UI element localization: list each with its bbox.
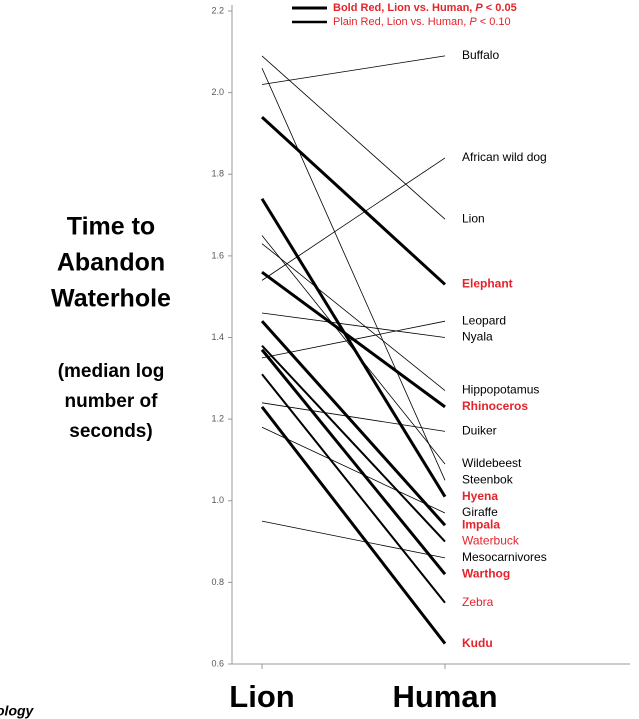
y-tick-label: 0.8 [211, 577, 224, 587]
species-label: Buffalo [462, 48, 499, 62]
y-tick-label: 1.6 [211, 250, 224, 260]
species-label: Duiker [462, 424, 497, 438]
y-tick-label: 0.6 [211, 658, 224, 668]
species-label: Leopard [462, 313, 506, 327]
species-label: Warthog [462, 566, 510, 580]
chart: 0.6 0.8 1.0 1.2 1.4 1.6 1.8 2.0 2.2 Lion Human Time… [0, 0, 639, 719]
x-tick-label: Lion [229, 679, 294, 714]
species-label: Mesocarnivores [462, 550, 547, 564]
legend-text: Plain Red, Lion vs. Human, P < 0.10 [333, 16, 511, 28]
slope-line [262, 158, 445, 280]
y-subtitle: number of [65, 391, 159, 412]
species-label: Elephant [462, 277, 513, 291]
slope-line [262, 199, 445, 497]
y-subtitle: (median log [58, 361, 165, 382]
species-label: Rhinoceros [462, 399, 528, 413]
slope-line [262, 350, 445, 574]
slope-line [262, 272, 445, 407]
species-label: Steenbok [462, 473, 514, 487]
y-title: Abandon [57, 249, 165, 277]
species-label: Lion [462, 211, 485, 225]
legend-text-part: < 0.10 [477, 16, 511, 28]
slope-line [262, 56, 445, 219]
y-tick-label: 1.0 [211, 495, 224, 505]
y-tick-label: 1.8 [211, 169, 224, 179]
y-subtitle: seconds) [69, 421, 152, 442]
source-fragment: ology [0, 703, 35, 719]
species-label: Kudu [462, 636, 493, 650]
slope-line [262, 321, 445, 525]
y-title: Waterhole [51, 285, 171, 313]
species-label: Nyala [462, 330, 493, 344]
slope-line [262, 374, 445, 603]
species-label: Wildebeest [462, 456, 522, 470]
x-tick-label: Human [392, 679, 497, 714]
legend-text-part: < 0.05 [483, 2, 517, 14]
slope-line [262, 68, 445, 480]
species-label: Zebra [462, 595, 494, 609]
y-tick-label: 2.0 [211, 87, 224, 97]
y-title: Time to [67, 213, 155, 241]
species-label: Hyena [462, 489, 498, 503]
species-label: Hippopotamus [462, 383, 539, 397]
species-label: African wild dog [462, 150, 547, 164]
slope-line [262, 117, 445, 284]
y-tick-label: 1.2 [211, 414, 224, 424]
legend-text: Bold Red, Lion vs. Human, P < 0.05 [333, 2, 517, 14]
legend-text-part: Plain Red, Lion vs. Human, [333, 16, 469, 28]
legend-text-part: Bold Red, Lion vs. Human, [333, 2, 475, 14]
y-tick-label: 2.2 [211, 5, 224, 15]
species-label: Waterbuck [462, 534, 520, 548]
y-tick-label: 1.4 [211, 332, 224, 342]
slope-line [262, 244, 445, 391]
species-label: Impala [462, 517, 500, 531]
